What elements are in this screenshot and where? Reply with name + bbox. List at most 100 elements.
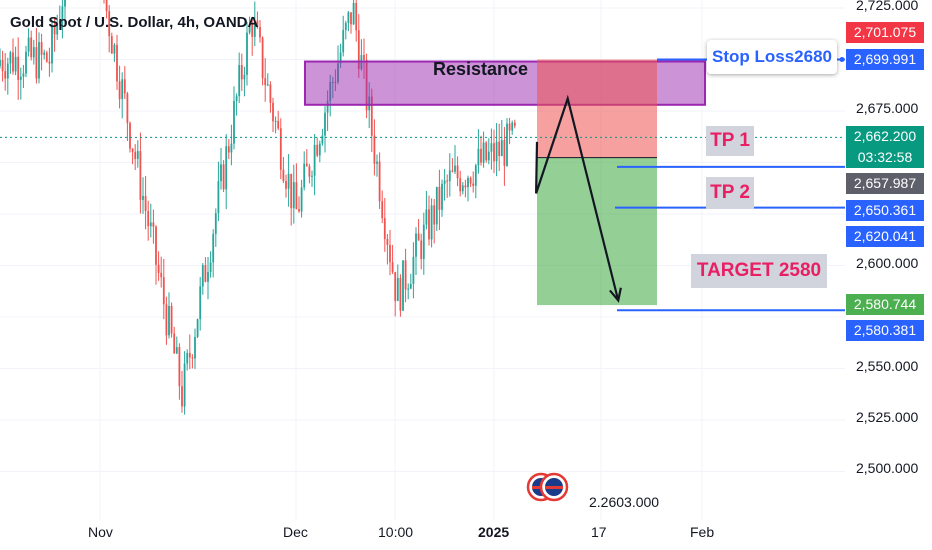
candle-body [266, 84, 269, 86]
candle-body [448, 170, 451, 182]
candle-body [251, 24, 254, 37]
candle-body [355, 3, 358, 31]
event-flag-icon-stripe [545, 486, 563, 489]
target-zone [537, 157, 657, 306]
candle-body [513, 122, 516, 126]
candle-body [482, 142, 485, 163]
candle-body [321, 135, 324, 144]
candle-body [456, 165, 459, 179]
candle-body [194, 336, 196, 359]
candle-body [118, 81, 121, 100]
candle-body [170, 305, 173, 334]
candle-body [464, 185, 467, 188]
candle-body [246, 32, 248, 75]
candle-body [14, 56, 17, 72]
candle-body [6, 63, 9, 79]
candle-body [292, 182, 295, 209]
candle-body [493, 143, 495, 162]
candle-body [412, 256, 415, 284]
candle-body [38, 42, 40, 79]
candle-body [12, 52, 14, 72]
candle-body [178, 347, 181, 387]
candle-body [357, 30, 360, 70]
candle-body [300, 187, 303, 212]
stop-loss-label[interactable]: Stop Loss2680 [707, 40, 837, 74]
candle-body [165, 304, 168, 336]
candle-body [157, 264, 160, 273]
candle-body [425, 209, 428, 225]
candle-body [272, 102, 274, 122]
candle-body [212, 233, 215, 263]
candle-body [451, 170, 454, 172]
y-tick-2725: 2,725.000 [856, 0, 919, 13]
candle-body [305, 163, 308, 167]
badge-tp1-price: 2,650.361 [846, 200, 924, 221]
candle-body [209, 262, 212, 272]
candle-body [40, 42, 43, 55]
badge-target-price: 2,580.744 [846, 294, 924, 315]
candle-body [399, 277, 402, 311]
candle-body [469, 177, 472, 184]
candle-body [298, 209, 300, 212]
candle-body [110, 36, 113, 54]
y-tick-2500: 2,500.000 [856, 460, 919, 476]
candle-body [370, 96, 373, 136]
candle-body [17, 56, 20, 80]
candle-body [220, 164, 222, 182]
x-tick-1000: 10:00 [378, 524, 414, 540]
candle-body [25, 51, 27, 74]
candle-body [386, 239, 389, 245]
candle-body [347, 12, 350, 24]
candle-body [474, 165, 477, 186]
candle-body [222, 164, 225, 190]
candle-body [282, 169, 285, 182]
candle-body [417, 233, 420, 241]
candle-body [303, 163, 306, 188]
candle-body [381, 201, 384, 219]
y-tick-2675: 2,675.000 [856, 100, 919, 116]
candle-body [461, 185, 464, 192]
candle-body [126, 93, 129, 123]
candle-body [433, 205, 436, 225]
candle-body [201, 265, 204, 287]
badge-ma-price: 2,657.987 [846, 173, 924, 194]
candle-body [438, 186, 441, 210]
candle-body [61, 6, 64, 21]
candle-body [261, 37, 264, 79]
candle-body [238, 65, 241, 97]
candle-body [175, 347, 178, 354]
candle-body [506, 123, 508, 166]
candle-body [472, 183, 475, 186]
candle-body [373, 135, 376, 164]
target-label[interactable]: TARGET 2580 [691, 254, 827, 288]
candle-body [480, 148, 482, 163]
candle-body [485, 142, 488, 161]
candle-body [142, 195, 144, 200]
tp2-label[interactable]: TP 2 [706, 177, 754, 209]
candle-body [256, 20, 259, 28]
candle-body [279, 128, 282, 170]
candle-body [508, 123, 511, 131]
candle-body [204, 265, 207, 282]
badge-target-line-price: 2,580.381 [846, 320, 924, 341]
candle-body [116, 44, 118, 82]
candle-body [495, 141, 498, 162]
candle-body [396, 277, 399, 301]
candle-body [155, 226, 157, 265]
candle-body [511, 122, 514, 131]
y-tick-2525: 2,525.000 [856, 409, 919, 425]
candle-body [53, 26, 56, 35]
resistance-label: Resistance [433, 59, 529, 79]
candle-body [139, 151, 142, 200]
candle-body [443, 180, 446, 184]
tp1-label[interactable]: TP 1 [706, 126, 754, 156]
candle-body [183, 363, 186, 407]
projection-path [535, 94, 620, 301]
candle-body [467, 177, 469, 188]
stop-loss-zone [537, 59, 657, 158]
candle-body [123, 79, 126, 94]
candle-body [230, 143, 233, 153]
candle-body [235, 96, 238, 101]
